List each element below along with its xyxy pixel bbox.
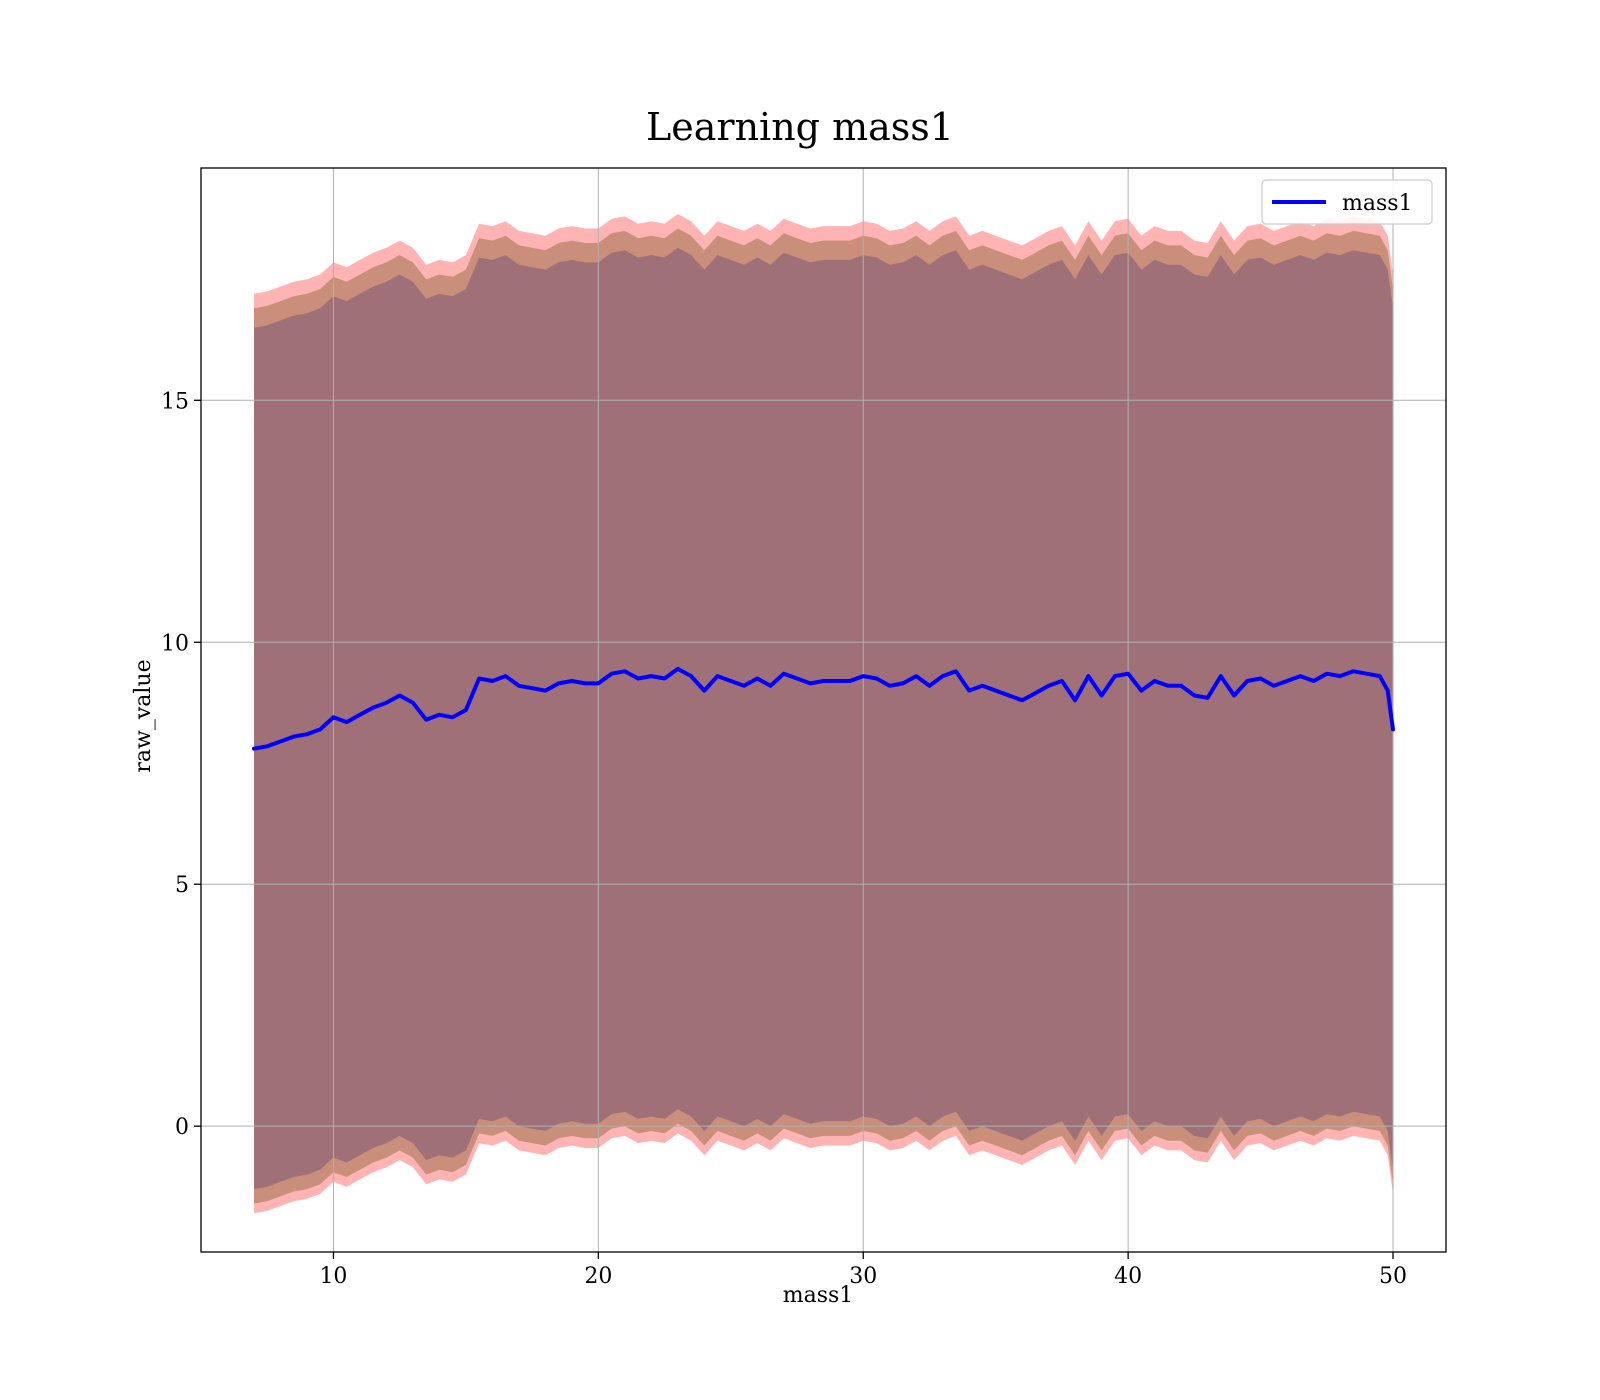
y-tick-label: 5: [175, 873, 189, 898]
series-line-mass1: [252, 666, 1395, 751]
legend-frame: [1261, 179, 1433, 225]
plot-area: 10 20 30 40 50 0 5 10 15: [161, 167, 1447, 1289]
legend-entry-mass1: mass1: [1342, 191, 1413, 216]
x-tick-label: 50: [1379, 1264, 1407, 1289]
x-axis-label: mass1: [783, 1283, 854, 1308]
x-tick-label: 10: [319, 1264, 347, 1289]
y-tick-label: 15: [161, 389, 189, 414]
confidence-band-inner: [254, 247, 1393, 1190]
y-tick-label: 10: [161, 631, 189, 656]
y-axis-label: raw_value: [131, 659, 156, 772]
x-tick-label: 20: [584, 1264, 612, 1289]
x-tick-label: 40: [1114, 1264, 1142, 1289]
x-tick-label: 30: [849, 1264, 877, 1289]
y-tick-label: 0: [175, 1115, 189, 1140]
legend: mass1: [1261, 179, 1433, 225]
axes-frame: [200, 167, 1447, 1253]
chart-title: Learning mass1: [646, 105, 954, 149]
